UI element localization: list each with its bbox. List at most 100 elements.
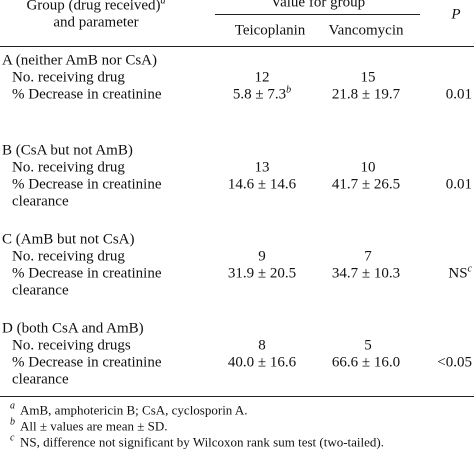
group-label: A (neither AmB nor CsA) [2,53,157,70]
cell: 15 [361,70,376,87]
cell: 41.7 ± 26.5 [332,177,400,194]
rule [0,46,474,47]
row-label: % Decrease in creatinine [12,355,162,372]
column-header: Vancomycin [329,23,404,40]
footnote-mark: c [10,430,14,447]
cell: 10 [361,160,376,177]
cell: <0.05 [437,355,472,372]
text: 14.6 ± 14.6 [227,176,297,193]
text: D (both CsA and AmB) [2,320,144,337]
text: a [10,400,15,412]
text: and parameter [53,14,139,31]
header-text: and parameter [53,15,138,32]
group-label: D (both CsA and AmB) [2,321,144,338]
rule [0,396,474,397]
text: 40.0 ± 16.6 [227,354,297,371]
cell: 7 [364,249,372,266]
row-label: No. receiving drug [12,160,125,177]
footnote-mark: b [10,414,15,431]
text: Value for group [270,0,366,11]
text: 0.01 [445,176,472,193]
text: No. receiving drugs [12,337,131,354]
row-label: % Decrease in creatinine [12,177,162,194]
text: <0.05 [437,354,472,371]
row-label: clearance [12,372,69,389]
cell: 66.6 ± 16.0 [332,355,400,372]
text: Teicoplanin [234,22,306,39]
text: C (AmB but not CsA) [2,231,135,248]
text: % Decrease in creatinine [12,176,162,193]
text: 5 [364,337,372,354]
text: 66.6 ± 16.0 [331,354,401,371]
row-label: clearance [12,194,69,211]
text: No. receiving drug [12,69,125,86]
footnote: NS, difference not significant by Wilcox… [20,434,384,450]
text: AmB, amphotericin B; CsA, cyclosporin A. [20,402,248,418]
column-header: Teicoplanin [235,23,306,40]
cell: 0.01 [446,177,472,194]
text: clearance [12,371,69,388]
row-label: clearance [12,283,69,300]
cell: 34.7 ± 10.3 [332,266,400,283]
text: Group (drug received) [26,0,161,14]
text: 21.8 ± 19.7 [331,86,401,103]
text: 8 [258,337,266,354]
cell: 13 [255,160,270,177]
text: 7 [364,248,372,265]
text: % Decrease in creatinine [12,354,162,371]
superscript: a [160,0,166,7]
cell: 0.01 [446,87,472,104]
cell: 14.6 ± 14.6 [228,177,296,194]
text: clearance [12,282,69,299]
cell: 40.0 ± 16.6 [228,355,296,372]
text: 10 [360,159,376,176]
row-label: No. receiving drug [12,249,125,266]
text: A (neither AmB nor CsA) [2,52,157,69]
text: NS, difference not significant by Wilcox… [20,434,384,450]
text: 9 [258,248,266,265]
text: 34.7 ± 10.3 [331,265,401,282]
text: 41.7 ± 26.5 [331,176,401,193]
text: P [451,6,461,23]
row-label: No. receiving drugs [12,338,131,355]
row-label: No. receiving drug [12,70,125,87]
footnote-mark: a [10,398,15,415]
header-text: Group (drug received)a [26,0,165,15]
text: 15 [360,69,376,86]
cell: 5 [364,338,372,355]
text: clearance [12,193,69,210]
group-label: C (AmB but not CsA) [2,232,135,249]
text: All ± values are mean ± SD. [20,418,168,434]
cell: 31.9 ± 20.5 [228,266,296,283]
text: NS [448,265,468,282]
rule [215,14,420,15]
text: b [10,416,15,428]
footnote: AmB, amphotericin B; CsA, cyclosporin A. [20,402,247,419]
text: c [10,432,15,444]
text: Vancomycin [328,22,404,39]
text: 12 [254,69,270,86]
footnote: All ± values are mean ± SD. [20,418,167,435]
text: 5.8 ± 7.3 [232,86,287,103]
row-label: % Decrease in creatinine [12,87,162,104]
column-header: P [451,7,460,24]
cell: 12 [255,70,270,87]
cell: 5.8 ± 7.3b [232,84,292,104]
group-label: B (CsA but not AmB) [2,143,133,160]
text: 31.9 ± 20.5 [227,265,297,282]
cell: NSc [448,263,472,283]
text: % Decrease in creatinine [12,265,162,282]
text: % Decrease in creatinine [12,86,162,103]
superscript: c [467,263,472,275]
text: 0.01 [445,86,472,103]
cell: 8 [258,338,266,355]
cell: 21.8 ± 19.7 [332,87,400,104]
cell: 9 [258,249,266,266]
header-text: Value for group [271,0,365,12]
superscript: b [286,84,292,96]
text: 13 [254,159,270,176]
row-label: % Decrease in creatinine [12,266,162,283]
text: No. receiving drug [12,159,125,176]
text: B (CsA but not AmB) [2,142,133,159]
